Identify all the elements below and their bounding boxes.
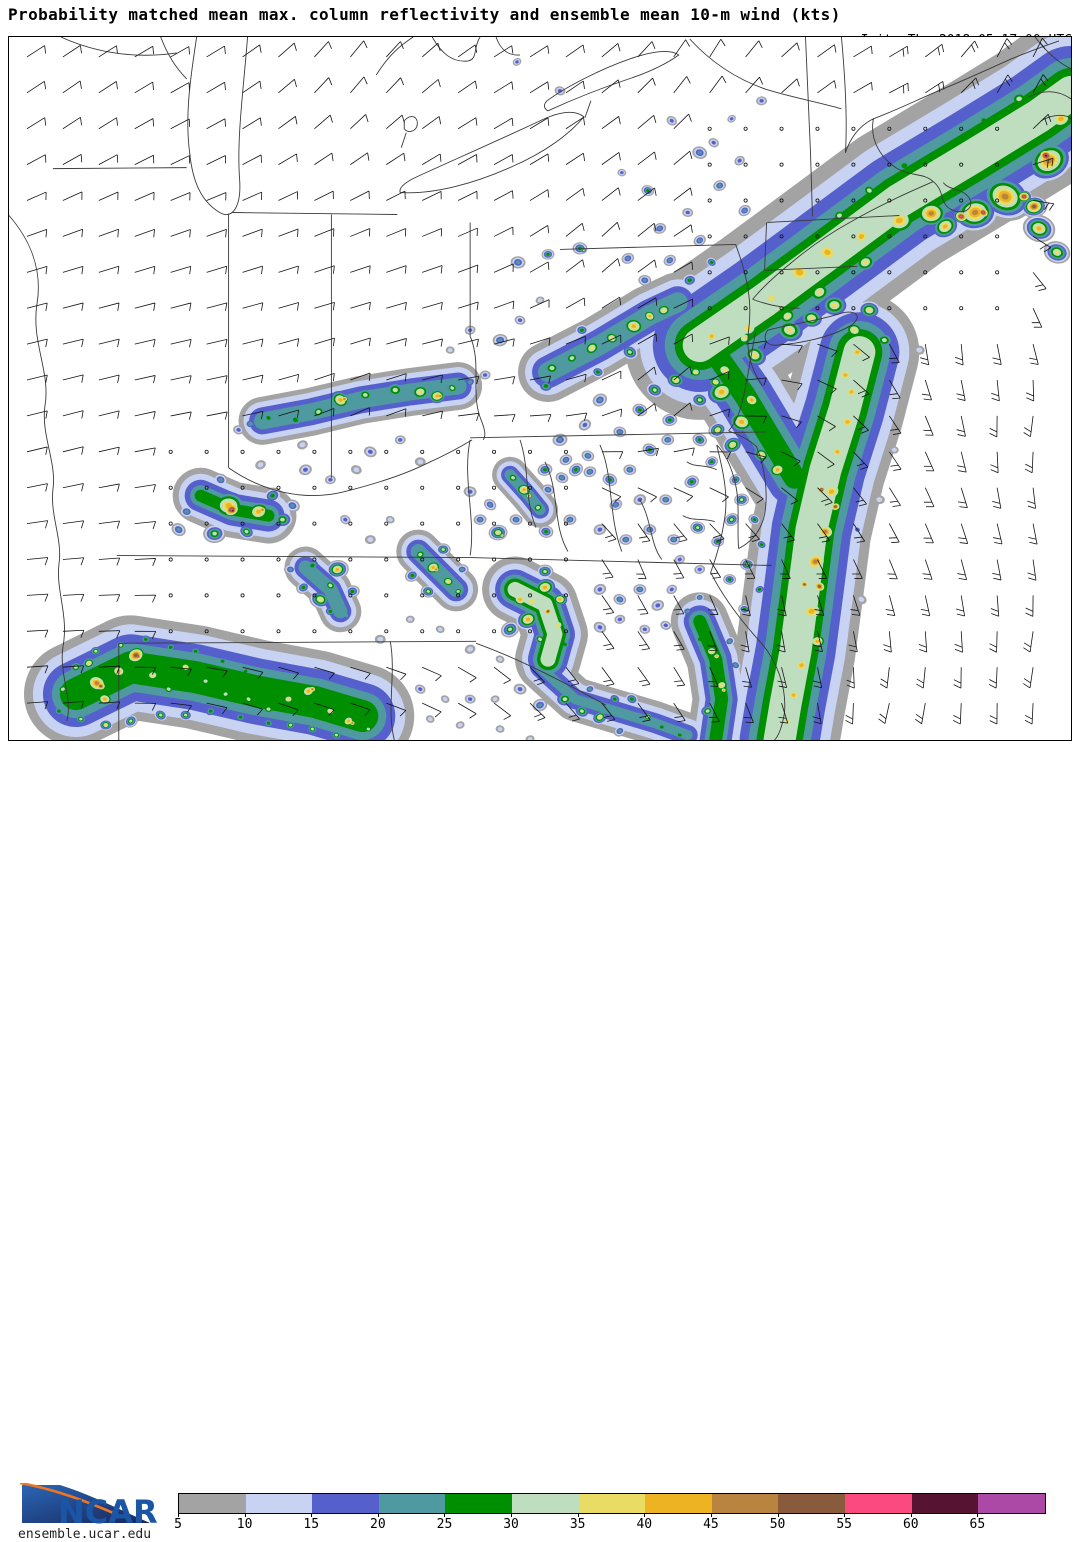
colorbar-tick-label: 65 [969,1517,986,1532]
colorbar-tick-label: 45 [703,1517,719,1532]
colorbar-tick-label: 55 [836,1517,852,1532]
colorbar-segment [645,1494,712,1513]
colorbar-segment [179,1494,246,1513]
colorbar-tick-label: 50 [769,1517,786,1532]
colorbar-segment [778,1494,846,1513]
footer: NCAR ensemble.ucar.edu 5 10 15 20 25 30 35 40 45… [0,741,1080,1542]
weather-map [9,37,1071,740]
colorbar-tick-label: 20 [370,1517,386,1532]
colorbar-segment [378,1494,446,1513]
colorbar-tick-label: 60 [902,1517,919,1532]
state-borders-and-coastlines [9,37,1071,740]
colorbar-segment [312,1494,379,1513]
colorbar-tick-label: 40 [636,1517,653,1532]
page-title: Probability matched mean max. column ref… [8,5,841,24]
wind-barbs [26,37,1055,725]
colorbar-tick-label: 10 [236,1517,253,1532]
colorbar-segment [978,1494,1045,1513]
colorbar-tick-label: 5 [174,1517,182,1532]
map-frame [8,36,1072,741]
colorbar-segment [845,1494,912,1513]
colorbar-segment [245,1494,313,1513]
colorbar-tick-label: 25 [436,1517,453,1532]
colorbar-segment [445,1494,513,1513]
colorbar-tick-label: 30 [503,1517,519,1532]
colorbar-segment [711,1494,779,1513]
site-url: ensemble.ucar.edu [18,1527,152,1542]
ncar-logo: NCAR [19,1483,158,1529]
colorbar-tick-label: 15 [303,1517,320,1532]
colorbar-tick-label: 35 [569,1517,586,1532]
reflectivity-layer [23,37,1071,740]
colorbar-segment [911,1494,979,1513]
colorbar-segment [578,1494,646,1513]
ncar-logo-text: NCAR [58,1493,158,1529]
colorbar [178,1493,1046,1514]
colorbar-segment [512,1494,579,1513]
